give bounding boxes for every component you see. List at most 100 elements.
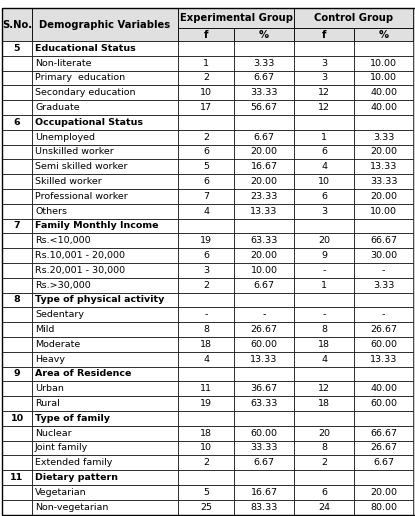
Bar bbox=[32, 71, 178, 86]
Text: 4: 4 bbox=[203, 207, 209, 216]
Text: Others: Others bbox=[35, 207, 67, 216]
Bar bbox=[178, 485, 234, 500]
Bar bbox=[178, 56, 234, 71]
Bar bbox=[294, 28, 354, 41]
Bar bbox=[2, 485, 32, 500]
Bar bbox=[234, 71, 294, 86]
Bar bbox=[234, 130, 294, 144]
Bar bbox=[294, 337, 354, 352]
Bar bbox=[354, 352, 413, 366]
Text: 17: 17 bbox=[200, 103, 212, 112]
Bar bbox=[32, 381, 178, 396]
Text: 6.67: 6.67 bbox=[254, 73, 274, 83]
Text: 9: 9 bbox=[14, 369, 20, 379]
Bar bbox=[178, 263, 234, 278]
Bar bbox=[2, 278, 32, 293]
Bar bbox=[294, 278, 354, 293]
Text: 3: 3 bbox=[321, 73, 327, 83]
Bar bbox=[354, 366, 413, 381]
Bar bbox=[32, 500, 178, 514]
Text: 20.00: 20.00 bbox=[370, 488, 397, 497]
Bar bbox=[294, 130, 354, 144]
Text: 10: 10 bbox=[318, 177, 330, 186]
Bar bbox=[354, 411, 413, 426]
Text: 6.67: 6.67 bbox=[254, 281, 274, 289]
Text: 5: 5 bbox=[203, 163, 209, 171]
Text: 26.67: 26.67 bbox=[251, 325, 278, 334]
Bar bbox=[2, 174, 32, 189]
Text: 20: 20 bbox=[318, 429, 330, 438]
Bar bbox=[234, 381, 294, 396]
Bar bbox=[294, 308, 354, 322]
Bar bbox=[178, 441, 234, 456]
Bar bbox=[294, 456, 354, 470]
Bar bbox=[32, 130, 178, 144]
Bar bbox=[354, 28, 413, 41]
Text: 10.00: 10.00 bbox=[370, 207, 397, 216]
Bar bbox=[178, 100, 234, 115]
Bar bbox=[354, 56, 413, 71]
Text: 12: 12 bbox=[318, 103, 330, 112]
Text: 20.00: 20.00 bbox=[370, 148, 397, 156]
Bar bbox=[2, 308, 32, 322]
Bar bbox=[354, 71, 413, 86]
Text: 3: 3 bbox=[321, 207, 327, 216]
Text: 60.00: 60.00 bbox=[370, 340, 397, 349]
Bar bbox=[32, 337, 178, 352]
Text: -: - bbox=[322, 310, 326, 319]
Text: Unskilled worker: Unskilled worker bbox=[35, 148, 114, 156]
Text: Primary  education: Primary education bbox=[35, 73, 125, 83]
Text: Non-vegetarian: Non-vegetarian bbox=[35, 503, 108, 512]
Text: 5: 5 bbox=[14, 44, 20, 53]
Bar bbox=[2, 263, 32, 278]
Bar bbox=[178, 366, 234, 381]
Bar bbox=[32, 293, 178, 308]
Bar bbox=[354, 248, 413, 263]
Bar bbox=[2, 426, 32, 441]
Text: 13.33: 13.33 bbox=[250, 207, 278, 216]
Bar bbox=[2, 189, 32, 204]
Bar bbox=[294, 500, 354, 514]
Text: 3: 3 bbox=[203, 266, 209, 275]
Bar bbox=[234, 366, 294, 381]
Bar bbox=[32, 219, 178, 233]
Bar bbox=[32, 8, 178, 41]
Text: 6: 6 bbox=[321, 488, 327, 497]
Text: Educational Status: Educational Status bbox=[35, 44, 136, 53]
Bar bbox=[234, 485, 294, 500]
Bar bbox=[2, 322, 32, 337]
Bar bbox=[32, 308, 178, 322]
Text: Type of family: Type of family bbox=[35, 414, 110, 423]
Bar bbox=[32, 396, 178, 411]
Bar bbox=[178, 248, 234, 263]
Bar bbox=[234, 456, 294, 470]
Text: 6.67: 6.67 bbox=[254, 133, 274, 142]
Bar bbox=[32, 322, 178, 337]
Bar bbox=[354, 337, 413, 352]
Bar bbox=[294, 381, 354, 396]
Text: 18: 18 bbox=[318, 399, 330, 408]
Text: 8: 8 bbox=[14, 296, 20, 304]
Bar bbox=[32, 441, 178, 456]
Text: 33.33: 33.33 bbox=[370, 177, 397, 186]
Bar bbox=[234, 337, 294, 352]
Bar bbox=[2, 396, 32, 411]
Bar bbox=[354, 144, 413, 159]
Text: -: - bbox=[382, 310, 385, 319]
Text: 8: 8 bbox=[321, 443, 327, 453]
Bar bbox=[294, 159, 354, 174]
Text: Heavy: Heavy bbox=[35, 354, 65, 364]
Bar bbox=[234, 233, 294, 248]
Bar bbox=[178, 337, 234, 352]
Text: Rs.20,001 - 30,000: Rs.20,001 - 30,000 bbox=[35, 266, 125, 275]
Bar bbox=[2, 204, 32, 219]
Bar bbox=[32, 144, 178, 159]
Text: 66.67: 66.67 bbox=[370, 236, 397, 245]
Bar bbox=[178, 456, 234, 470]
Bar bbox=[32, 86, 178, 100]
Text: 10.00: 10.00 bbox=[370, 59, 397, 68]
Bar bbox=[354, 41, 413, 56]
Text: 60.00: 60.00 bbox=[251, 340, 278, 349]
Text: 20.00: 20.00 bbox=[251, 251, 278, 260]
Bar bbox=[294, 411, 354, 426]
